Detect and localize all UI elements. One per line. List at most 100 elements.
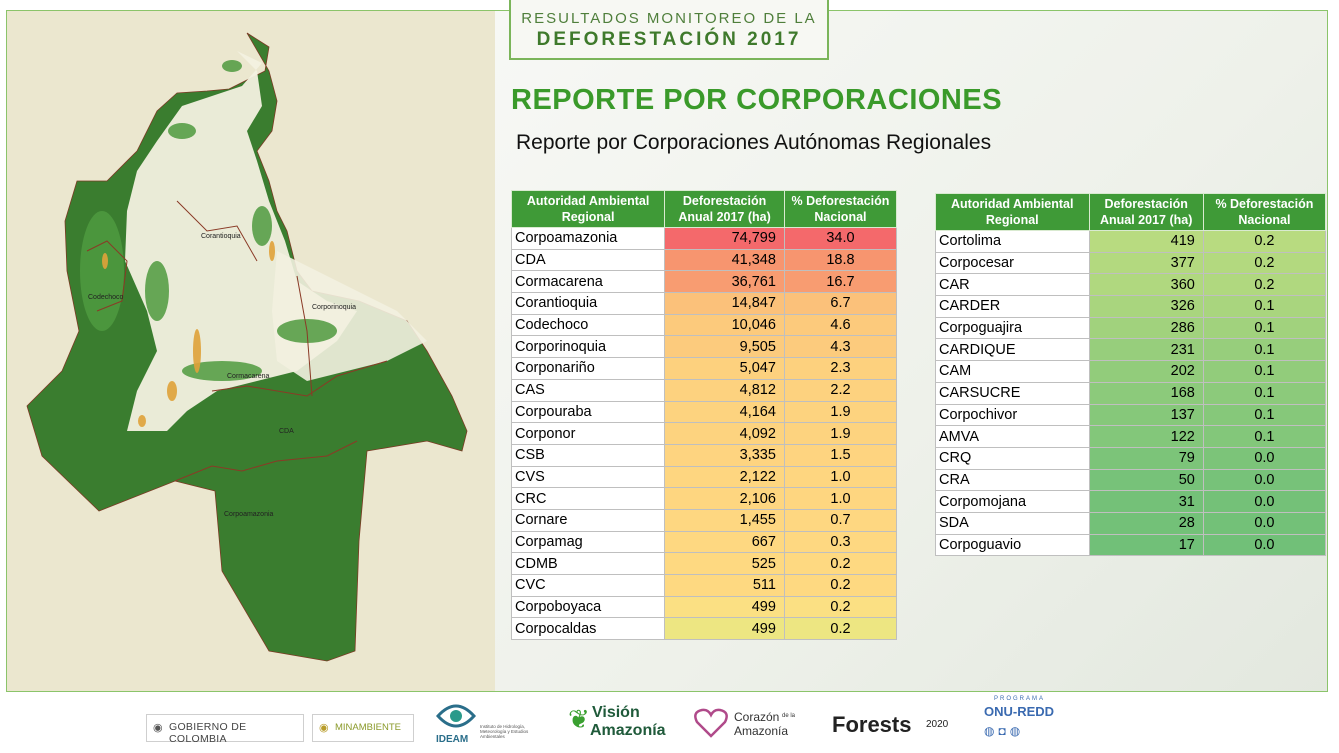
cell-authority-name: Corpomojana [935, 490, 1090, 513]
cell-authority-name: CSB [510, 443, 666, 467]
table-row: Corponor 4,092 1.9 [510, 422, 898, 445]
cell-authority-name: CDA [510, 248, 666, 272]
table-row: CRQ 79 0.0 [935, 446, 1327, 470]
cell-authority-name: CAS [510, 378, 666, 402]
cell-deforestation-ha: 168 [1088, 381, 1204, 405]
cell-deforestation-percent: 2.3 [783, 357, 898, 380]
cell-deforestation-ha: 377 [1088, 251, 1204, 275]
cell-deforestation-percent: 6.7 [783, 292, 898, 315]
cell-authority-name: CRQ [935, 446, 1090, 470]
corazon-de-la: de la [782, 713, 796, 719]
cell-deforestation-percent: 0.7 [783, 508, 898, 532]
colombia-map: Corantioquia Codechoco Corporinoquia Cor… [26, 32, 468, 662]
cell-authority-name: Corpamag [510, 530, 666, 554]
map-label-corporinoquia: Corporinoquia [312, 304, 356, 311]
cell-deforestation-ha: 50 [1088, 468, 1204, 492]
col-header-authority: Autoridad Ambiental Regional [935, 193, 1090, 231]
cell-deforestation-ha: 4,164 [664, 400, 785, 424]
cell-deforestation-percent: 0.1 [1202, 338, 1327, 362]
table-row: Corpamag 667 0.3 [510, 530, 898, 554]
table-row: SDA 28 0.0 [935, 511, 1327, 535]
table-row: CRC 2,106 1.0 [510, 487, 898, 510]
cell-authority-name: Corpocesar [935, 251, 1090, 275]
cell-authority-name: Corpoguajira [935, 316, 1090, 340]
cell-deforestation-ha: 419 [1088, 230, 1204, 253]
leaf-icon: ❦ [568, 704, 590, 734]
cell-authority-name: Cormacarena [510, 270, 666, 294]
col-header-hectares: Deforestación Anual 2017 (ha) [1088, 193, 1204, 231]
col-header-percent: % Deforestación Nacional [1202, 193, 1327, 231]
cell-deforestation-ha: 5,047 [664, 357, 785, 380]
map-label-corantioquia: Corantioquia [201, 233, 241, 240]
cell-deforestation-ha: 74,799 [664, 227, 785, 250]
onu-programa-text: PROGRAMA [994, 696, 1046, 702]
cell-deforestation-ha: 41,348 [664, 248, 785, 272]
cell-authority-name: CRA [935, 468, 1090, 492]
cell-authority-name: Corpochivor [935, 403, 1090, 427]
vision-amazonia-line1: Visión [592, 704, 640, 721]
vision-amazonia-line2: Amazonía [590, 722, 666, 739]
table-row: CAR 360 0.2 [935, 273, 1327, 297]
cell-deforestation-percent: 0.0 [1202, 511, 1327, 535]
cell-authority-name: Corporinoquia [510, 335, 666, 359]
map-boundaries [86, 200, 388, 482]
minambiente-logo: ◉ MINAMBIENTE [312, 714, 414, 742]
cell-deforestation-ha: 499 [664, 595, 785, 619]
cell-deforestation-ha: 4,092 [664, 422, 785, 445]
cell-deforestation-ha: 10,046 [664, 313, 785, 337]
cell-deforestation-percent: 0.2 [783, 595, 898, 619]
forests-logo-text: Forests [832, 712, 912, 737]
cell-deforestation-percent: 0.0 [1202, 468, 1327, 492]
cell-deforestation-percent: 0.0 [1202, 446, 1327, 470]
cell-deforestation-ha: 28 [1088, 511, 1204, 535]
table-row: CAM 202 0.1 [935, 360, 1327, 383]
cell-authority-name: Corantioquia [510, 292, 666, 315]
cell-deforestation-ha: 17 [1088, 533, 1204, 557]
report-title-box: RESULTADOS MONITOREO DE LA DEFORESTACIÓN… [509, 0, 829, 60]
cell-deforestation-percent: 0.1 [1202, 316, 1327, 340]
cell-authority-name: Codechoco [510, 313, 666, 337]
table-row: CDMB 525 0.2 [510, 552, 898, 575]
table-row: Corpoamazonia 74,799 34.0 [510, 227, 898, 250]
footer-logos: ◉ GOBIERNO DE COLOMBIA ◉ MINAMBIENTE IDE… [0, 690, 1339, 753]
cell-authority-name: Corponariño [510, 357, 666, 380]
cell-deforestation-ha: 1,455 [664, 508, 785, 532]
cell-authority-name: CARDER [935, 295, 1090, 318]
report-title-line1: RESULTADOS MONITOREO DE LA [521, 10, 817, 27]
map-label-codechoco: Codechoco [88, 294, 124, 301]
table-row: Corpomojana 31 0.0 [935, 490, 1327, 513]
table-row: Cornare 1,455 0.7 [510, 508, 898, 532]
table-header-row: Autoridad Ambiental Regional Deforestaci… [510, 190, 898, 228]
cell-deforestation-percent: 1.0 [783, 487, 898, 510]
cell-deforestation-ha: 31 [1088, 490, 1204, 513]
minambiente-shield-icon: ◉ [319, 722, 329, 734]
ideam-eye-icon [436, 704, 476, 728]
table-row: CVC 511 0.2 [510, 574, 898, 597]
map-deforestation-hotspots [102, 241, 275, 427]
cell-deforestation-percent: 0.1 [1202, 360, 1327, 383]
cell-deforestation-ha: 2,106 [664, 487, 785, 510]
table-row: CSB 3,335 1.5 [510, 443, 898, 467]
corazon-line1: Corazón [734, 710, 780, 724]
cell-deforestation-percent: 0.2 [783, 574, 898, 597]
un-agency-icons: ◍◘◍ [984, 724, 1025, 738]
cell-deforestation-ha: 36,761 [664, 270, 785, 294]
table-row: Corpouraba 4,164 1.9 [510, 400, 898, 424]
colombia-map-panel: Corantioquia Codechoco Corporinoquia Cor… [7, 11, 495, 691]
table-row: Corpocesar 377 0.2 [935, 251, 1327, 275]
cell-deforestation-ha: 231 [1088, 338, 1204, 362]
cell-deforestation-percent: 0.2 [783, 552, 898, 575]
ideam-logo-description: Instituto de Hidrología, Meteorología y … [480, 724, 529, 739]
cell-deforestation-ha: 326 [1088, 295, 1204, 318]
cell-deforestation-ha: 14,847 [664, 292, 785, 315]
cell-authority-name: CVS [510, 465, 666, 489]
cell-deforestation-ha: 286 [1088, 316, 1204, 340]
gobierno-logo: ◉ GOBIERNO DE COLOMBIA [146, 714, 304, 745]
forests-logo-year: 2020 [926, 719, 949, 730]
col-header-percent: % Deforestación Nacional [783, 190, 898, 228]
cell-authority-name: Corpoboyaca [510, 595, 666, 619]
report-title-line2: DEFORESTACIÓN 2017 [536, 29, 802, 50]
cell-authority-name: Corpoguavio [935, 533, 1090, 557]
cell-deforestation-ha: 9,505 [664, 335, 785, 359]
heart-icon [694, 708, 728, 738]
